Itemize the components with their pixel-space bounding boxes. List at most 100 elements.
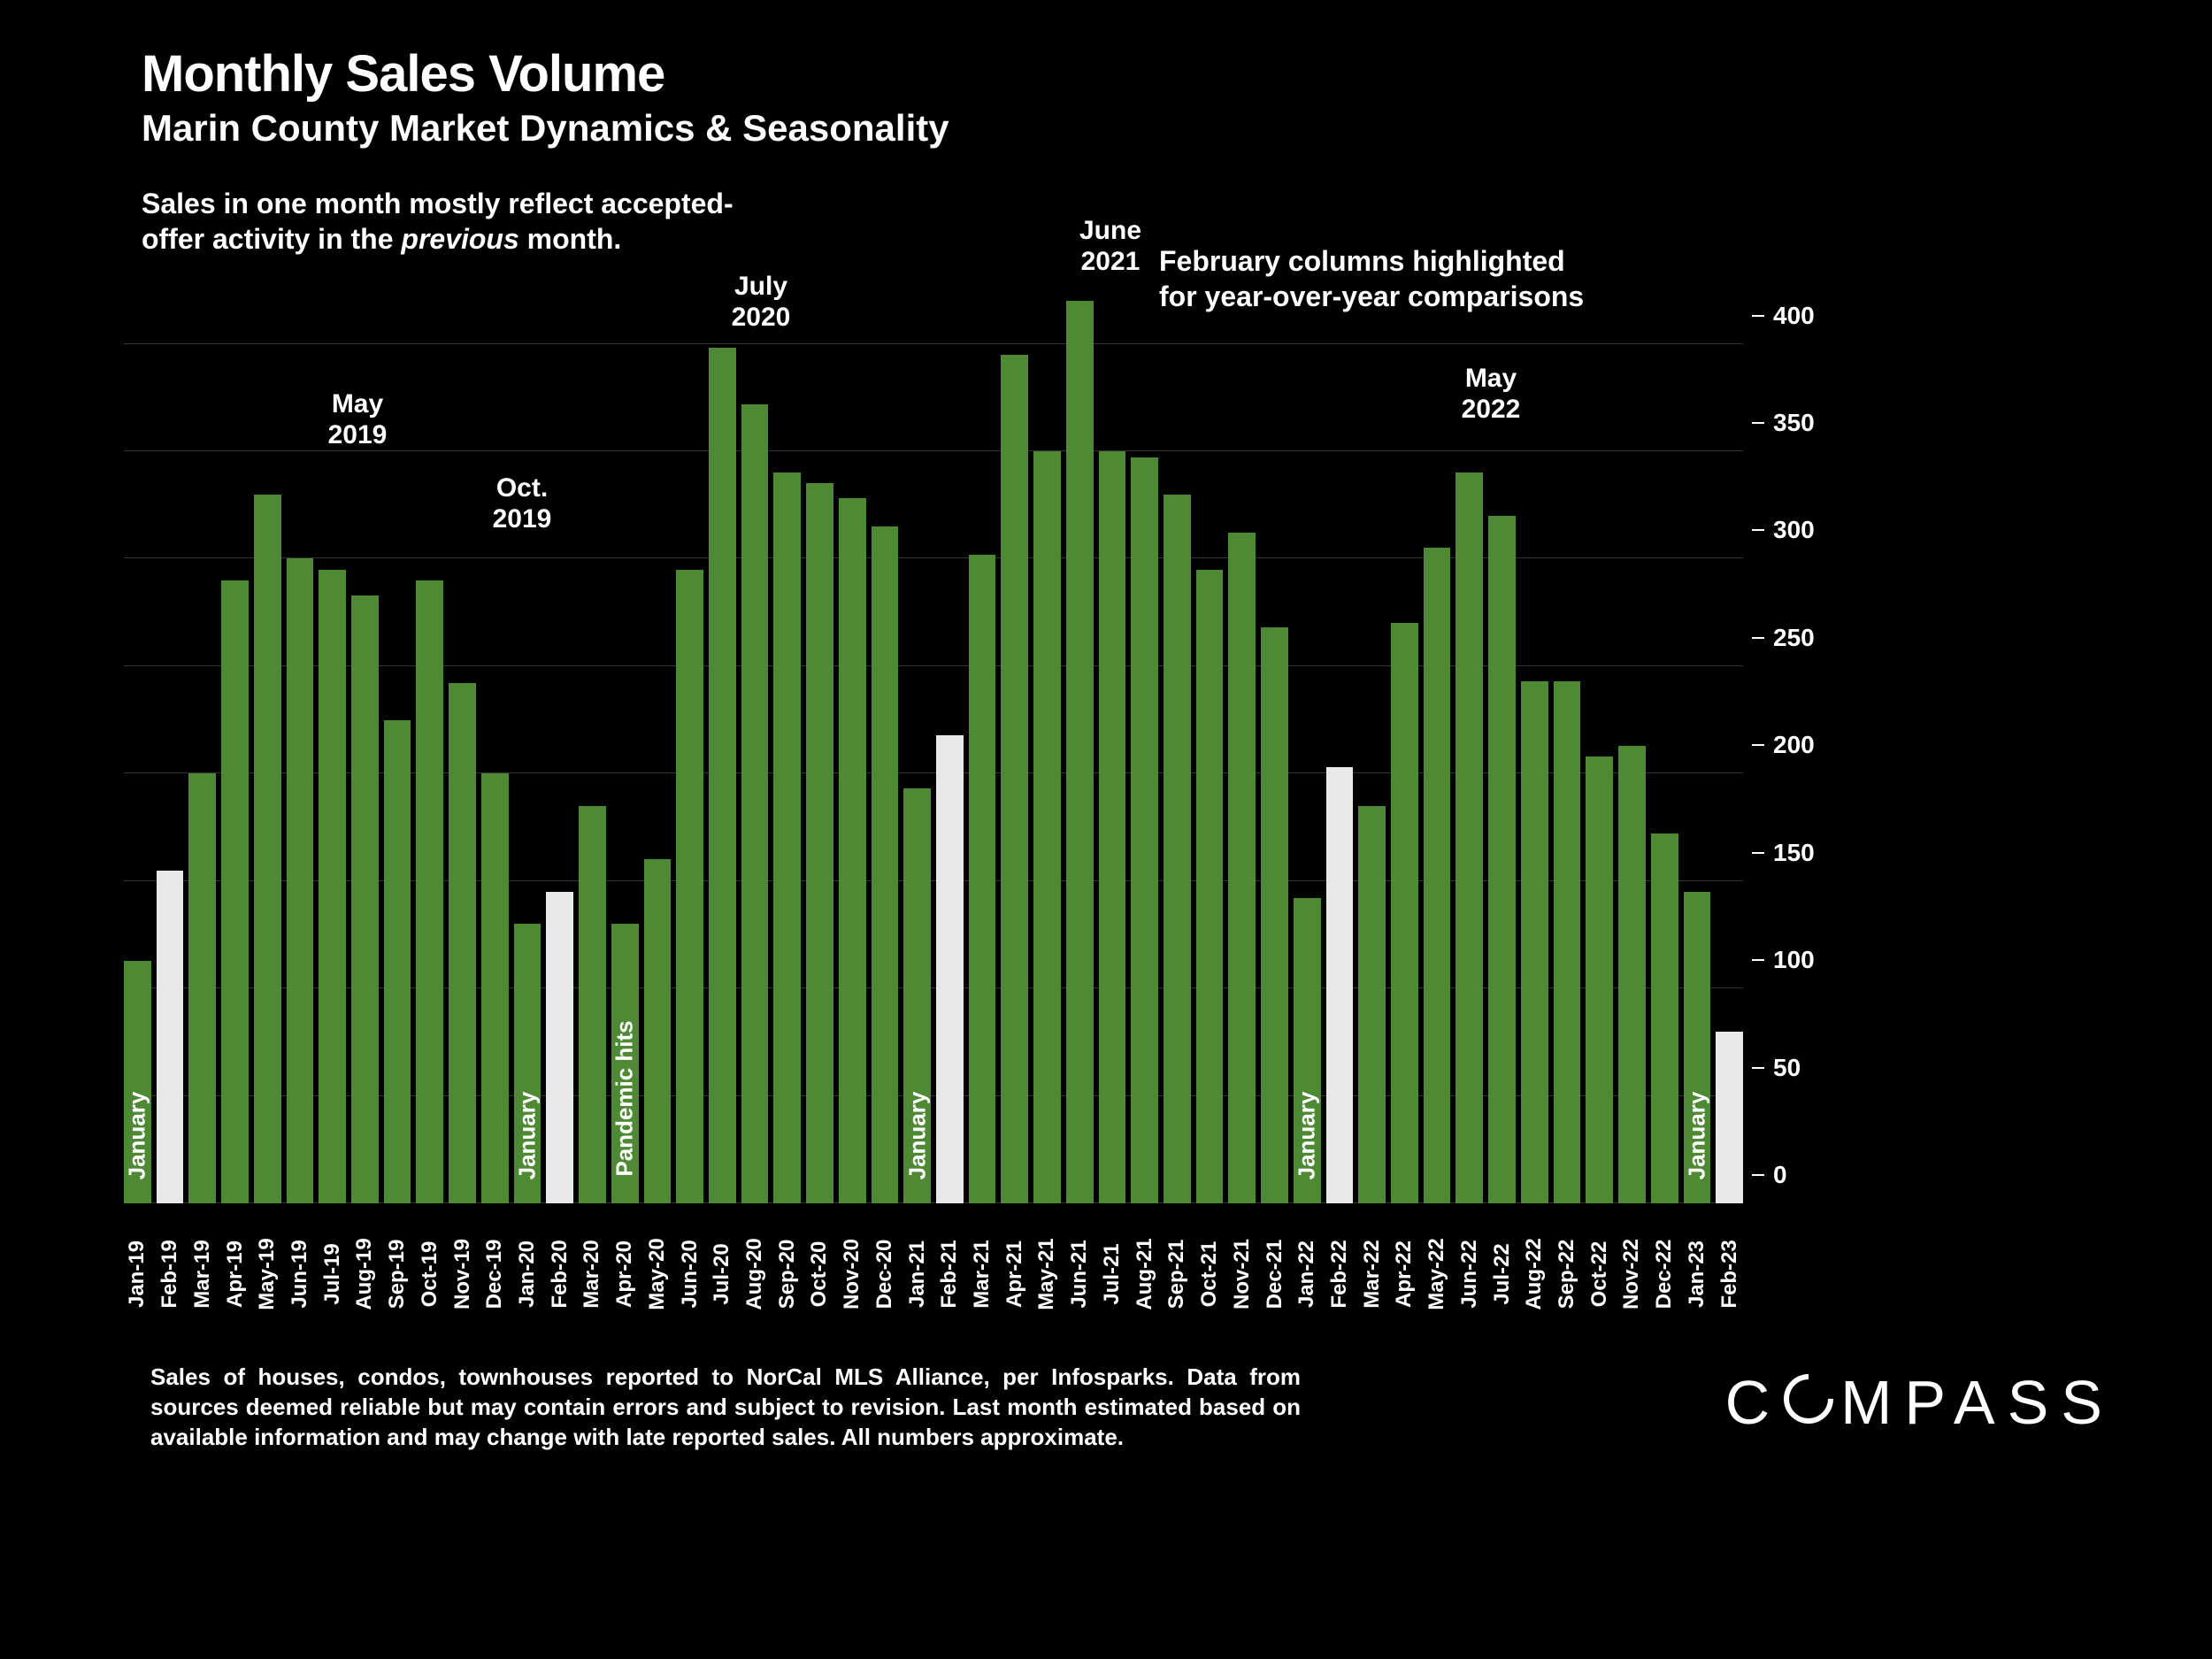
bar-slot — [221, 301, 249, 1203]
x-axis-label: Apr-19 — [223, 1240, 248, 1308]
x-label-slot: Apr-20 — [611, 1209, 639, 1333]
bar-slot — [1196, 301, 1224, 1203]
y-tick-label: 150 — [1773, 839, 1815, 867]
bar-slot — [1099, 301, 1126, 1203]
bar-slot — [1066, 301, 1094, 1203]
x-label-slot: Jul-21 — [1099, 1209, 1126, 1333]
x-axis-label: Nov-20 — [840, 1239, 864, 1310]
x-label-slot: Jan-20 — [514, 1209, 541, 1333]
bar: January — [1294, 898, 1321, 1203]
x-axis-label: Oct-20 — [807, 1241, 832, 1308]
y-tick: 300 — [1752, 516, 1815, 544]
bar-slot: January — [1294, 301, 1321, 1203]
bar-chart: January January Pandemic hits January Januar… — [124, 301, 1743, 1203]
bar-slot — [741, 301, 769, 1203]
bar — [384, 720, 411, 1203]
bar-slot — [1033, 301, 1061, 1203]
x-axis-label: Dec-20 — [872, 1240, 897, 1310]
y-tick-mark — [1752, 852, 1764, 854]
bar-slot: Pandemic hits — [611, 301, 639, 1203]
bar-inline-label: Pandemic hits — [611, 1020, 639, 1176]
x-axis-label: Jun-19 — [288, 1240, 312, 1308]
bar — [579, 806, 606, 1203]
bar — [481, 773, 509, 1203]
bar-slot — [969, 301, 996, 1203]
x-label-slot: Jan-21 — [903, 1209, 931, 1333]
bar-slot — [676, 301, 703, 1203]
x-label-slot: Feb-21 — [936, 1209, 964, 1333]
bar: Pandemic hits — [611, 924, 639, 1203]
bar-slot — [546, 301, 573, 1203]
x-label-slot: May-19 — [254, 1209, 281, 1333]
y-tick-mark — [1752, 315, 1764, 317]
bar-slot — [1554, 301, 1581, 1203]
x-axis-label: May-19 — [255, 1238, 280, 1310]
bar — [546, 892, 573, 1203]
x-axis-label: Feb-20 — [548, 1240, 572, 1308]
x-axis-label: Feb-23 — [1717, 1240, 1742, 1308]
bar-inline-label: January — [903, 1092, 931, 1180]
bar — [1261, 627, 1288, 1203]
x-label-slot: Jun-21 — [1066, 1209, 1094, 1333]
x-label-slot: Jan-23 — [1684, 1209, 1711, 1333]
y-tick-mark — [1752, 529, 1764, 531]
y-tick: 100 — [1752, 946, 1815, 974]
bar-slot — [1358, 301, 1386, 1203]
x-label-slot: Jan-19 — [124, 1209, 151, 1333]
x-axis-label: Jan-20 — [515, 1240, 540, 1308]
bar-inline-label: January — [1683, 1092, 1710, 1180]
x-axis-label: Dec-21 — [1263, 1240, 1287, 1310]
x-label-slot: Nov-21 — [1228, 1209, 1256, 1333]
bar-slot — [287, 301, 314, 1203]
bar-slot — [1424, 301, 1451, 1203]
y-tick-label: 0 — [1773, 1161, 1787, 1189]
x-label-slot: Apr-22 — [1391, 1209, 1418, 1333]
y-tick-mark — [1752, 1067, 1764, 1069]
y-tick: 250 — [1752, 624, 1815, 652]
y-tick-label: 400 — [1773, 302, 1815, 330]
x-label-slot: Feb-19 — [157, 1209, 184, 1333]
bar-slot: January — [124, 301, 151, 1203]
x-axis-label: Jun-20 — [678, 1240, 703, 1308]
bar-slot — [254, 301, 281, 1203]
bar-slot — [1488, 301, 1516, 1203]
compass-icon — [1774, 1363, 1844, 1433]
y-tick-mark — [1752, 1174, 1764, 1176]
brand-logo: CMPASS — [1725, 1367, 2115, 1438]
bar: January — [1684, 892, 1711, 1203]
bar — [319, 570, 346, 1203]
bar-slot — [806, 301, 833, 1203]
x-label-slot: Aug-22 — [1521, 1209, 1548, 1333]
bar-slot — [1131, 301, 1158, 1203]
x-label-slot: Jul-20 — [709, 1209, 736, 1333]
x-axis-label: Jul-22 — [1490, 1243, 1515, 1304]
bar — [1099, 451, 1126, 1203]
bar-slot — [936, 301, 964, 1203]
bar — [416, 580, 443, 1203]
x-axis-label: Apr-22 — [1392, 1240, 1417, 1308]
y-tick: 50 — [1752, 1054, 1801, 1082]
x-axis-label: Sep-21 — [1164, 1240, 1189, 1310]
x-axis-label: Jan-23 — [1685, 1240, 1709, 1308]
bar-slot — [416, 301, 443, 1203]
x-label-slot: Feb-22 — [1326, 1209, 1354, 1333]
x-label-slot: Dec-20 — [872, 1209, 899, 1333]
x-label-slot: Sep-20 — [773, 1209, 801, 1333]
x-axis-label: Sep-19 — [385, 1240, 410, 1310]
x-label-slot: Mar-19 — [188, 1209, 216, 1333]
x-label-slot: Jan-22 — [1294, 1209, 1321, 1333]
x-axis-label: Nov-21 — [1230, 1239, 1255, 1310]
chart-callout: Oct.2019 — [493, 473, 552, 534]
x-label-slot: Feb-23 — [1716, 1209, 1743, 1333]
x-axis-label: Jan-21 — [905, 1240, 930, 1308]
x-label-slot: Oct-20 — [806, 1209, 833, 1333]
bar — [1488, 516, 1516, 1203]
note-left-line2a: offer activity in the — [142, 223, 401, 255]
x-label-slot: Dec-19 — [481, 1209, 509, 1333]
y-tick: 200 — [1752, 731, 1815, 759]
bar — [351, 595, 379, 1203]
bar — [773, 472, 801, 1203]
bar: January — [124, 961, 151, 1203]
x-axis-label: Aug-21 — [1133, 1238, 1157, 1310]
chart-callout: May2019 — [328, 389, 388, 450]
